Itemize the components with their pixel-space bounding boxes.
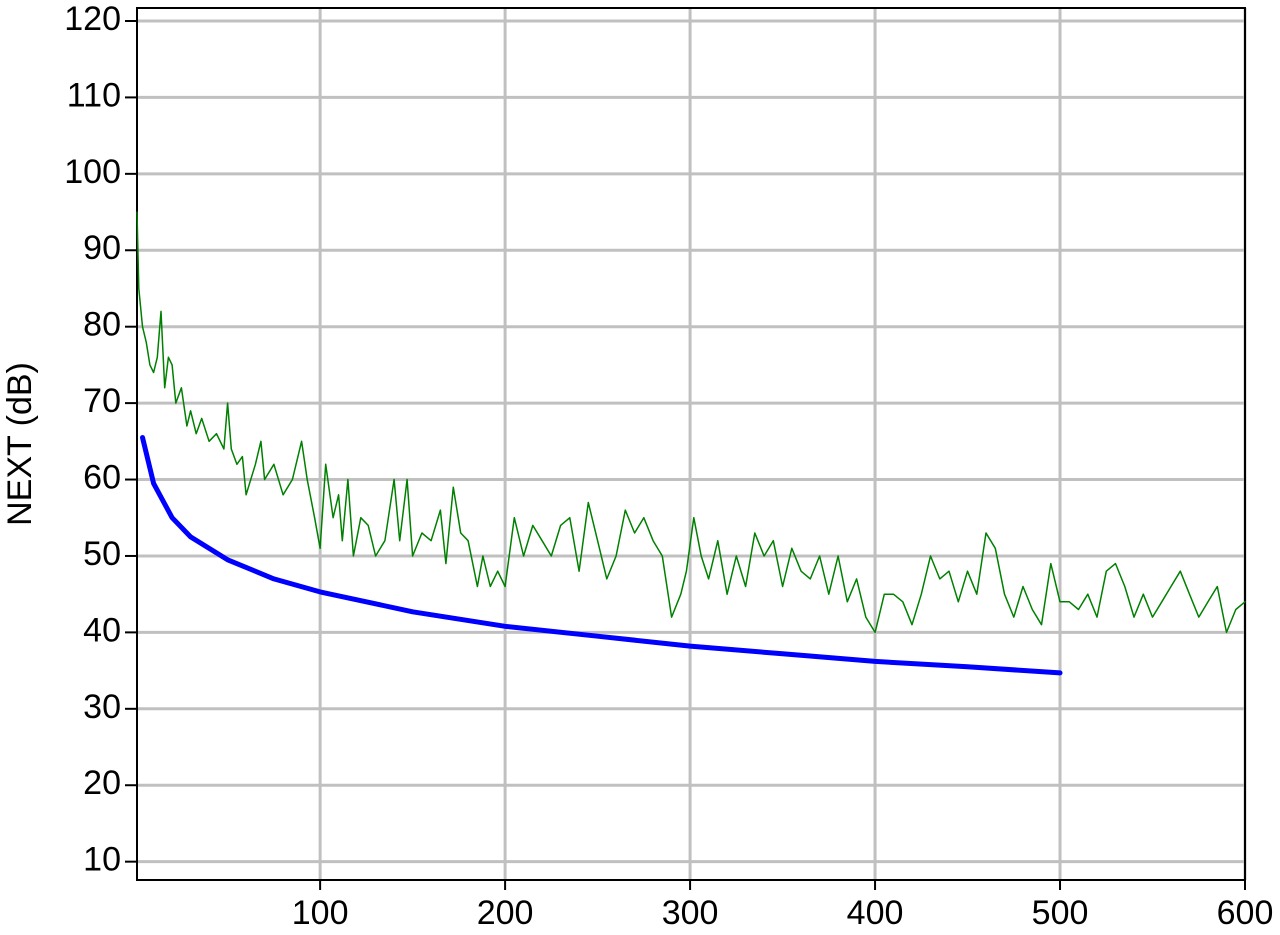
plot-frame	[136, 7, 1246, 881]
y-tick-label: 50	[83, 535, 121, 573]
y-tick-label: 100	[64, 153, 121, 191]
y-tick-label: 20	[83, 764, 121, 802]
y-tick-label: 60	[83, 459, 121, 497]
y-tick-label: 90	[83, 229, 121, 267]
y-tick-label: 110	[67, 76, 121, 114]
y-tick-label: 30	[83, 688, 121, 726]
x-tick-label: 600	[1217, 894, 1274, 932]
y-tick-label: 70	[83, 382, 121, 420]
y-tick-label: 40	[83, 611, 121, 649]
y-tick-label: 80	[83, 306, 121, 344]
y-tick-label: 10	[83, 841, 121, 879]
x-tick-label: 100	[292, 894, 349, 932]
x-tick-label: 400	[847, 894, 904, 932]
y-tick-label: 120	[64, 0, 121, 38]
x-tick-label: 200	[477, 894, 534, 932]
x-tick-label: 500	[1032, 894, 1089, 932]
data-line	[136, 211, 1246, 634]
y-axis-label: NEXT (dB)	[1, 362, 39, 526]
data-line	[140, 435, 1063, 676]
x-tick-label: 300	[662, 894, 719, 932]
